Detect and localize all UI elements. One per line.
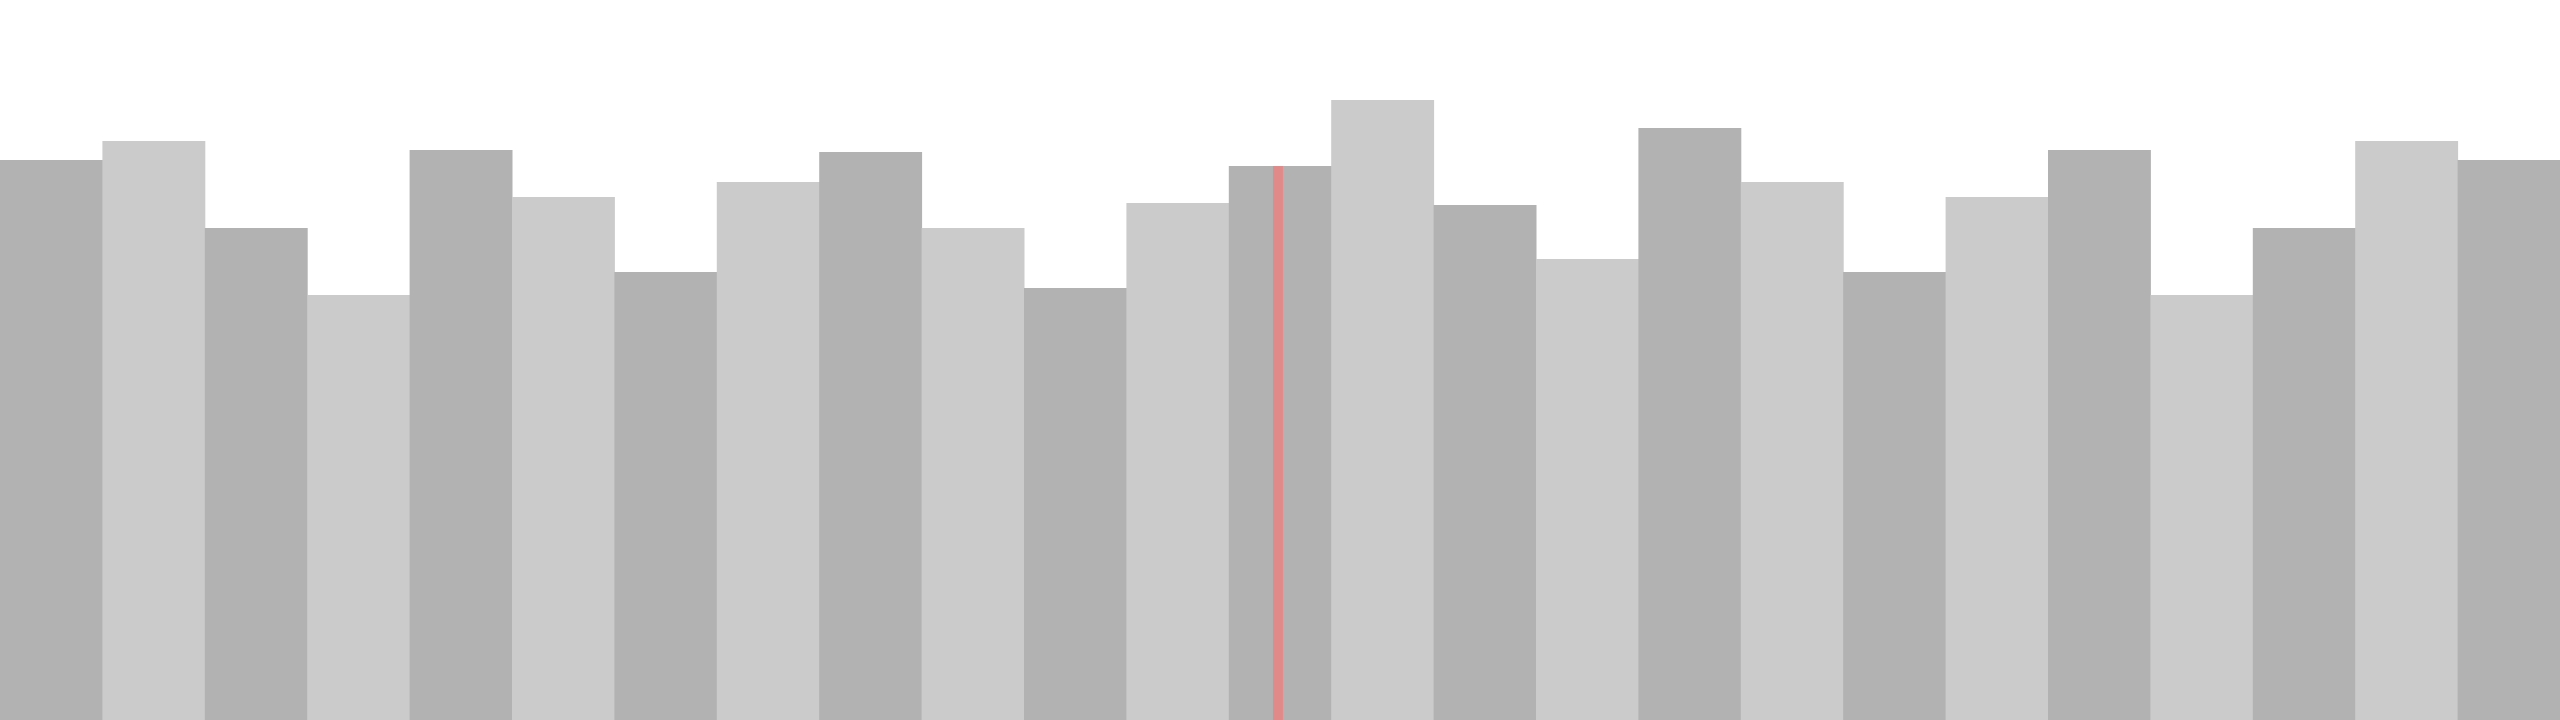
bar-4: [307, 295, 411, 720]
bar-15: [1433, 205, 1537, 720]
bar-7: [614, 272, 718, 720]
bar-19: [1843, 272, 1947, 720]
bar-5: [409, 150, 513, 720]
bar-9: [819, 152, 923, 720]
bar-10: [921, 228, 1025, 720]
marker-line: [1272, 166, 1283, 720]
bar-16: [1536, 259, 1639, 720]
bar-20: [1945, 197, 2049, 720]
bar-3: [204, 228, 308, 720]
bar-2: [102, 141, 206, 720]
bar-18: [1740, 182, 1844, 720]
bar-17: [1638, 128, 1742, 720]
bars-group: [0, 100, 2560, 720]
bar-23: [2252, 228, 2356, 720]
bar-25: [2457, 160, 2560, 720]
bar-1: [0, 160, 103, 720]
bar-6: [512, 197, 615, 720]
bar-24: [2355, 141, 2459, 720]
bar-11: [1024, 288, 1127, 720]
bar-22: [2150, 295, 2254, 720]
bar-12: [1126, 203, 1230, 720]
bar-8: [716, 182, 820, 720]
bar-14: [1331, 100, 1435, 720]
bar-21: [2048, 150, 2151, 720]
